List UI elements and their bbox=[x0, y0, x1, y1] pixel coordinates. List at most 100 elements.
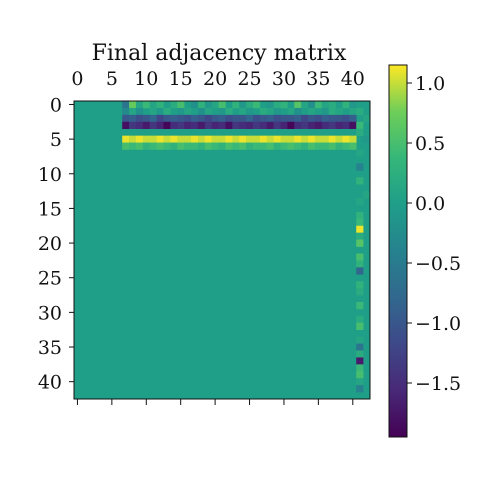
heatmap-cell bbox=[328, 107, 336, 116]
heatmap-cell bbox=[129, 135, 137, 143]
heatmap-cell bbox=[184, 135, 192, 143]
heatmap-cell bbox=[163, 107, 171, 116]
heatmap-cell bbox=[239, 101, 247, 109]
heatmap-cell bbox=[328, 121, 336, 130]
heatmap-background bbox=[74, 101, 370, 399]
colorbar-tick-label: 1.0 bbox=[415, 73, 445, 95]
heatmap-cell bbox=[259, 107, 268, 116]
heatmap-cell bbox=[225, 121, 233, 130]
heatmap-cell bbox=[149, 142, 157, 150]
heatmap-cell bbox=[197, 142, 206, 150]
heatmap-cell bbox=[122, 107, 130, 116]
heatmap-cell bbox=[259, 142, 268, 150]
heatmap-cell bbox=[129, 121, 137, 130]
heatmap-cell bbox=[170, 135, 178, 143]
heatmap-cell bbox=[321, 101, 329, 109]
heatmap-cell bbox=[191, 114, 199, 123]
heatmap-cell bbox=[246, 142, 254, 150]
heatmap-cell bbox=[170, 121, 178, 130]
heatmap-cell bbox=[232, 121, 240, 130]
heatmap-cell bbox=[218, 101, 226, 109]
heatmap-cell bbox=[314, 121, 323, 130]
heatmap-cell bbox=[294, 114, 302, 123]
y-tick-label: 20 bbox=[38, 233, 62, 255]
heatmap-cell bbox=[191, 101, 199, 109]
heatmap-cell bbox=[308, 121, 316, 130]
heatmap-cell bbox=[356, 371, 364, 379]
heatmap-cell bbox=[135, 121, 144, 130]
heatmap-cell bbox=[321, 121, 329, 130]
heatmap-cell bbox=[156, 101, 164, 109]
heatmap-cell bbox=[149, 135, 157, 143]
heatmap-cell bbox=[218, 142, 226, 150]
heatmap-cell bbox=[142, 121, 151, 130]
y-tick-label: 0 bbox=[50, 94, 62, 116]
heatmap-cell bbox=[122, 101, 130, 109]
heatmap-cell bbox=[287, 121, 295, 130]
heatmap-cell bbox=[135, 101, 144, 109]
heatmap-cell bbox=[280, 114, 288, 123]
colorbar-tick-label: 0.5 bbox=[415, 133, 445, 155]
heatmap-cell bbox=[356, 301, 364, 310]
heatmap-cell bbox=[259, 121, 268, 130]
heatmap-cell bbox=[356, 177, 364, 185]
heatmap-cell bbox=[156, 107, 164, 116]
heatmap-cell bbox=[149, 121, 157, 130]
heatmap-cell bbox=[246, 114, 254, 123]
heatmap-cell bbox=[335, 114, 343, 123]
heatmap-cell bbox=[287, 142, 295, 150]
heatmap-cell bbox=[342, 114, 350, 123]
heatmap-cell bbox=[273, 101, 281, 109]
heatmap-cell bbox=[280, 121, 288, 130]
x-tick-label: 40 bbox=[341, 68, 365, 90]
heatmap-cell bbox=[239, 114, 247, 123]
heatmap-cell bbox=[301, 114, 309, 123]
heatmap-cell bbox=[308, 142, 316, 150]
heatmap-cell bbox=[356, 364, 364, 372]
heatmap-cell bbox=[356, 281, 364, 289]
heatmap-cell bbox=[356, 267, 364, 275]
heatmap-cell bbox=[156, 135, 164, 143]
heatmap-cell bbox=[252, 114, 261, 123]
heatmap-cell bbox=[356, 343, 364, 351]
heatmap-cell bbox=[356, 163, 364, 171]
heatmap-cell bbox=[211, 135, 219, 143]
heatmap-cell bbox=[142, 135, 151, 143]
heatmap-cells bbox=[74, 101, 371, 399]
heatmap-cell bbox=[349, 101, 357, 109]
heatmap-cell bbox=[129, 114, 137, 123]
heatmap-cell bbox=[232, 114, 240, 123]
heatmap-cell bbox=[342, 135, 350, 143]
heatmap-cell bbox=[135, 114, 144, 123]
heatmap-cell bbox=[328, 142, 336, 150]
colorbar-tick-label: −1.5 bbox=[415, 373, 461, 395]
heatmap-cell bbox=[149, 107, 157, 116]
heatmap-cell bbox=[308, 114, 316, 123]
heatmap-cell bbox=[328, 135, 336, 143]
heatmap-cell bbox=[266, 114, 274, 123]
x-tick-label: 10 bbox=[134, 68, 158, 90]
heatmap-cell bbox=[197, 101, 206, 109]
heatmap-cell bbox=[356, 232, 364, 240]
heatmap-cell bbox=[177, 135, 185, 143]
heatmap-cell bbox=[356, 239, 364, 247]
heatmap-cell bbox=[314, 135, 323, 143]
heatmap-cell bbox=[204, 121, 212, 130]
heatmap-cell bbox=[184, 121, 192, 130]
heatmap-cell bbox=[211, 142, 219, 150]
heatmap-cell bbox=[349, 135, 357, 143]
heatmap-cell bbox=[122, 121, 130, 130]
heatmap-cell bbox=[170, 114, 178, 123]
heatmap-cell bbox=[356, 128, 364, 136]
heatmap-cell bbox=[308, 107, 316, 116]
heatmap-cell bbox=[294, 142, 302, 150]
heatmap-cell bbox=[197, 135, 206, 143]
heatmap-cell bbox=[356, 225, 364, 233]
heatmap-cell bbox=[239, 107, 247, 116]
heatmap-cell bbox=[356, 107, 364, 116]
heatmap-cell bbox=[335, 142, 343, 150]
heatmap-cell bbox=[266, 142, 274, 150]
heatmap-cell bbox=[191, 142, 199, 150]
x-tick-label: 20 bbox=[203, 68, 227, 90]
